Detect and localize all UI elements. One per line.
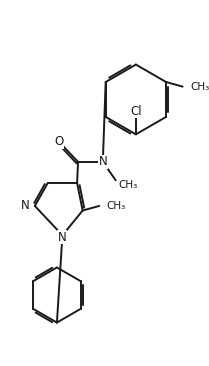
Text: Cl: Cl [130, 105, 142, 118]
Text: N: N [58, 231, 67, 244]
Text: CH₃: CH₃ [190, 82, 209, 92]
Text: CH₃: CH₃ [119, 180, 138, 190]
Text: N: N [21, 199, 29, 212]
Text: O: O [54, 135, 63, 148]
Text: N: N [98, 156, 107, 168]
Text: CH₃: CH₃ [107, 201, 126, 211]
